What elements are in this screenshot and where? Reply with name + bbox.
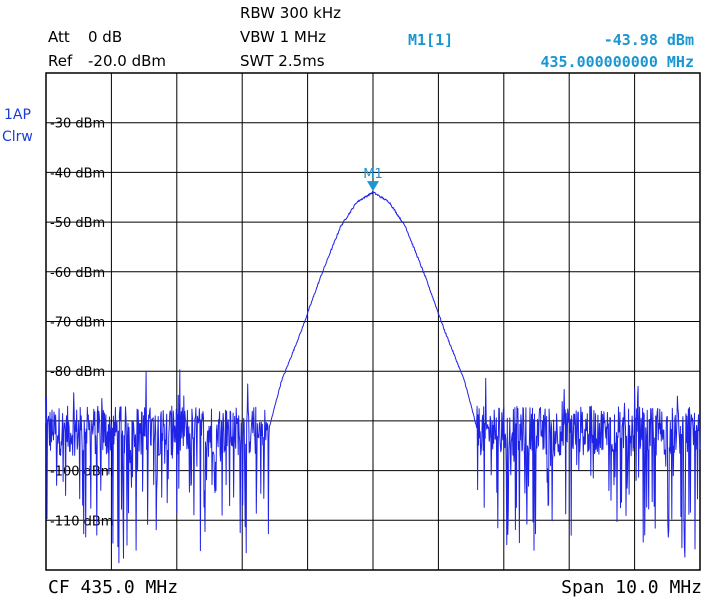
y-tick-label: -70 dBm bbox=[50, 316, 105, 331]
frequency-span: Span 10.0 MHz bbox=[561, 577, 702, 598]
spectrum-trace bbox=[45, 191, 701, 564]
marker-m1-tag: M1 bbox=[363, 167, 383, 182]
att-label: Att bbox=[48, 28, 70, 46]
y-tick-label: -100 dBm bbox=[50, 465, 113, 480]
ref-value: -20.0 dBm bbox=[88, 52, 167, 70]
rbw-setting: RBW 300 kHz bbox=[240, 4, 342, 22]
y-tick-label: -30 dBm bbox=[50, 117, 105, 132]
marker-m1-triangle bbox=[367, 181, 379, 192]
y-tick-label: -50 dBm bbox=[50, 216, 105, 231]
center-frequency: CF 435.0 MHz bbox=[48, 577, 179, 598]
att-value: 0 dB bbox=[88, 28, 123, 46]
y-tick-label: -60 dBm bbox=[50, 266, 105, 281]
grid-lines bbox=[46, 73, 700, 570]
ref-label: Ref bbox=[48, 52, 73, 70]
marker-level: -43.98 dBm bbox=[603, 31, 694, 49]
trace-label-mode: Clrw bbox=[2, 129, 33, 145]
y-tick-label: -80 dBm bbox=[50, 365, 105, 380]
y-tick-label: -110 dBm bbox=[50, 514, 113, 529]
y-tick-label: -40 dBm bbox=[50, 166, 105, 181]
swt-setting: SWT 2.5ms bbox=[240, 52, 325, 70]
trace-label-detector: 1AP bbox=[4, 107, 31, 123]
marker-name: M1[1] bbox=[408, 31, 454, 49]
y-tick-labels: -30 dBm -40 dBm -50 dBm -60 dBm -70 dBm -80 d… bbox=[50, 117, 113, 530]
marker-frequency: 435.000000000 MHz bbox=[540, 53, 694, 71]
vbw-setting: VBW 1 MHz bbox=[240, 28, 327, 46]
